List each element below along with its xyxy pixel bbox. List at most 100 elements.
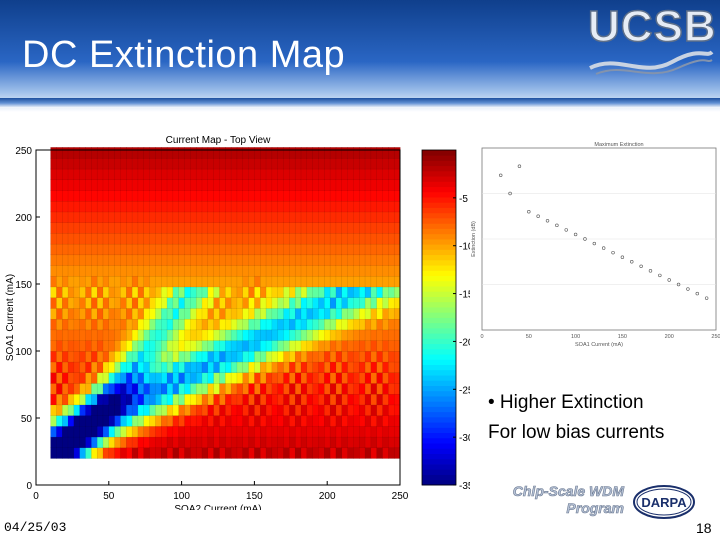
- heatmap-cell: [143, 211, 151, 223]
- heatmap-cell: [300, 415, 308, 427]
- heatmap-cell: [230, 415, 238, 427]
- heatmap-cell: [277, 415, 285, 427]
- heatmap-cell: [393, 340, 401, 352]
- heatmap-cell: [335, 179, 343, 191]
- heatmap-cell: [155, 318, 162, 331]
- heatmap-cell: [300, 425, 308, 438]
- heatmap-cell: [56, 307, 63, 320]
- heatmap-cell: [85, 222, 92, 234]
- heatmap-cell: [382, 190, 389, 202]
- heatmap-cell: [283, 254, 290, 266]
- heatmap-cell: [172, 222, 180, 234]
- heatmap-cell: [242, 361, 250, 373]
- heatmap-cell: [91, 393, 98, 406]
- heatmap-cell: [312, 168, 320, 181]
- heatmap-cell: [289, 222, 296, 234]
- heatmap-cell: [283, 275, 290, 288]
- heatmap-cell: [230, 157, 238, 170]
- heatmap-cell: [283, 211, 290, 223]
- heatmap-cell: [225, 286, 232, 298]
- heatmap-cell: [195, 415, 203, 427]
- heatmap-cell: [294, 286, 302, 298]
- heatmap-cell: [254, 329, 261, 341]
- heatmap-cell: [370, 147, 378, 159]
- heatmap-cell: [393, 243, 401, 256]
- heatmap-cell: [265, 243, 273, 256]
- heatmap-cell: [242, 222, 250, 234]
- heatmap-cell: [283, 232, 290, 245]
- heatmap-cell: [230, 372, 238, 384]
- heatmap-cell: [277, 179, 285, 191]
- heatmap-cell: [79, 329, 87, 341]
- colorbar-segment: [422, 380, 456, 386]
- heatmap-cell: [91, 447, 98, 459]
- heatmap-cell: [271, 254, 279, 266]
- heatmap-cell: [248, 425, 255, 438]
- heatmap-cell: [161, 254, 168, 266]
- heatmap-cell: [260, 318, 267, 331]
- heatmap-cell: [341, 372, 349, 384]
- heatmap-cell: [143, 265, 151, 277]
- heatmap-cell: [306, 372, 314, 384]
- heatmap-cell: [184, 372, 191, 384]
- heatmap-cell: [388, 340, 395, 352]
- heatmap-cell: [96, 232, 104, 245]
- heatmap-cell: [248, 340, 255, 352]
- heatmap-cell: [230, 350, 238, 363]
- heatmap-cell: [324, 265, 331, 277]
- colorbar-segment: [422, 259, 456, 266]
- heatmap-cell: [73, 222, 81, 234]
- inset-x-tick-label: 150: [618, 334, 627, 340]
- heatmap-cell: [155, 147, 162, 159]
- heatmap-cell: [126, 297, 133, 309]
- heatmap-cell: [126, 157, 133, 170]
- heatmap-cell: [79, 297, 87, 309]
- heatmap-cell: [50, 404, 57, 416]
- heatmap-cell: [126, 404, 133, 416]
- heatmap-cell: [161, 307, 168, 320]
- heatmap-cell: [359, 211, 366, 223]
- heatmap-cell: [382, 157, 389, 170]
- heatmap-cell: [341, 404, 349, 416]
- heatmap-cell: [149, 222, 156, 234]
- heatmap-cell: [376, 222, 384, 234]
- heatmap-cell: [312, 361, 320, 373]
- heatmap-cell: [260, 297, 267, 309]
- heatmap-cell: [56, 329, 63, 341]
- heatmap-cell: [364, 222, 372, 234]
- heatmap-cell: [195, 340, 203, 352]
- heatmap-cell: [85, 200, 92, 213]
- heatmap-cell: [155, 404, 162, 416]
- heatmap-cell: [79, 265, 87, 277]
- heatmap-cell: [329, 436, 337, 449]
- heatmap-cell: [190, 436, 197, 449]
- heatmap-cell: [137, 393, 145, 406]
- inset-data-point: [564, 228, 568, 232]
- heatmap-cell: [166, 415, 174, 427]
- heatmap-cell: [230, 168, 238, 181]
- heatmap-cell: [341, 329, 349, 341]
- heatmap-cell: [370, 157, 378, 170]
- heatmap-cell: [335, 372, 343, 384]
- heatmap-cell: [393, 157, 401, 170]
- heatmap-cell: [376, 372, 384, 384]
- heatmap-cell: [120, 147, 127, 159]
- heatmap-cell: [91, 243, 98, 256]
- heatmap-cell: [254, 147, 261, 159]
- heatmap-cell: [376, 436, 384, 449]
- heatmap-cell: [207, 382, 215, 395]
- heatmap-cell: [300, 211, 308, 223]
- heatmap-cell: [388, 286, 395, 298]
- heatmap-cell: [271, 275, 279, 288]
- heatmap-cell: [277, 265, 285, 277]
- heatmap-cell: [312, 232, 320, 245]
- heatmap-cell: [131, 382, 139, 395]
- heatmap-cell: [277, 372, 285, 384]
- heatmap-cell: [91, 232, 98, 245]
- heatmap-cell: [178, 307, 186, 320]
- heatmap-cell: [393, 254, 401, 266]
- heatmap-cell: [230, 297, 238, 309]
- heatmap-cell: [155, 350, 162, 363]
- heatmap-cell: [56, 222, 63, 234]
- heatmap-cell: [213, 372, 221, 384]
